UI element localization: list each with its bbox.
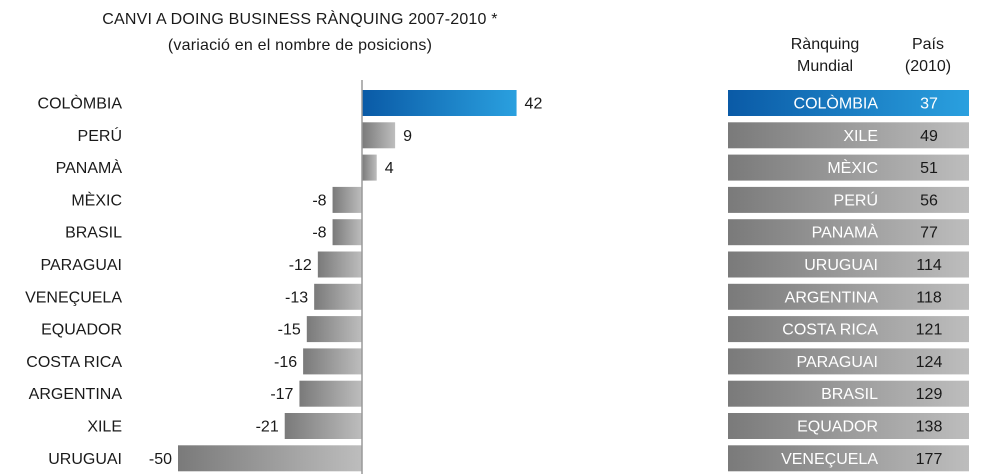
category-label: PERÚ	[78, 126, 122, 145]
table-rank-cell: 77	[920, 225, 938, 242]
data-label: 4	[385, 160, 394, 177]
table-rank-cell: 177	[916, 451, 943, 468]
table-country-cell: URUGUAI	[804, 257, 878, 274]
table-rank-cell: 49	[920, 128, 938, 145]
data-label: -50	[149, 451, 172, 468]
bar	[303, 348, 362, 375]
category-label: PARAGUAI	[41, 257, 123, 274]
table-header-country-line2: (2010)	[904, 58, 952, 75]
category-label: COLÒMBIA	[38, 94, 123, 113]
category-label: ARGENTINA	[29, 386, 123, 403]
table-row	[728, 219, 969, 246]
table-country-cell: EQUADOR	[797, 419, 878, 436]
bars-layer: COLÒMBIA 42 PERÚ 9 PANAMÀ 4 MÈXIC -8 BRASIL -8 PAR…	[25, 90, 543, 472]
table-rank-cell: 114	[916, 257, 942, 274]
table-rank-cell: 56	[920, 192, 938, 209]
table-row	[728, 283, 969, 310]
data-label: 42	[525, 96, 543, 113]
bar	[332, 186, 362, 213]
chart-title: CANVI A DOING BUSINESS RÀNQUING 2007-201…	[102, 11, 498, 28]
table-rank-cell: 138	[916, 419, 943, 436]
table-header-rank: Rànquing Mundial	[780, 34, 870, 78]
table-rank-cell: 37	[920, 96, 938, 113]
table-rank-cell: 51	[920, 160, 938, 177]
table-header-country: País (2010)	[888, 34, 968, 78]
table-header-rank-line1: Rànquing	[790, 36, 860, 53]
table-row	[728, 348, 969, 375]
category-label: COSTA RICA	[26, 354, 122, 371]
bar	[178, 445, 362, 472]
table-country-cell: PERÚ	[834, 190, 878, 209]
data-label: -8	[312, 225, 326, 242]
table-country-cell: ARGENTINA	[785, 289, 879, 306]
data-label: -16	[274, 354, 297, 371]
table-header-country-line1: País	[911, 36, 944, 53]
bar-highlight	[362, 90, 517, 116]
data-label: -12	[289, 257, 312, 274]
category-label: PANAMÀ	[56, 158, 123, 177]
table-country-cell: BRASIL	[821, 386, 878, 403]
chart-subtitle: (variació en el nombre de posicions)	[167, 37, 433, 54]
category-label: EQUADOR	[41, 322, 122, 339]
bar	[284, 413, 362, 439]
bar	[306, 316, 362, 343]
table-country-cell: COSTA RICA	[782, 322, 878, 339]
table-rank-cell: 118	[916, 289, 942, 306]
table-country-cell: XILE	[843, 128, 878, 145]
table-rank-cell: 129	[916, 386, 943, 403]
data-label: -21	[256, 419, 279, 436]
bar	[317, 251, 362, 278]
bar	[314, 283, 362, 310]
table-country-cell: PARAGUAI	[797, 354, 879, 371]
data-label: 9	[403, 128, 412, 145]
table-row	[728, 413, 969, 439]
table-row	[728, 186, 969, 213]
data-label: -17	[270, 386, 293, 403]
table-row	[728, 316, 969, 343]
data-label: -13	[285, 289, 308, 306]
table-rank-cell: 124	[916, 354, 943, 371]
table-rank-cell: 121	[916, 322, 943, 339]
table-row	[728, 445, 969, 472]
table-row-highlight	[728, 90, 969, 116]
table-country-cell: VENEÇUELA	[781, 451, 878, 468]
bar	[332, 219, 362, 246]
bar	[299, 380, 362, 407]
category-label: URUGUAI	[48, 451, 122, 468]
table-header-rank-line2: Mundial	[796, 58, 854, 75]
category-label: MÈXIC	[71, 190, 122, 209]
table-row	[728, 122, 969, 149]
table-row	[728, 154, 969, 181]
table-country-cell: MÈXIC	[827, 158, 878, 177]
table-row	[728, 380, 969, 407]
category-label: BRASIL	[65, 225, 122, 242]
category-label: VENEÇUELA	[25, 289, 122, 306]
category-label: XILE	[87, 419, 122, 436]
bar	[362, 122, 396, 149]
bar	[362, 154, 377, 181]
table-row	[728, 251, 969, 278]
data-label: -15	[278, 322, 301, 339]
table-country-cell: PANAMÀ	[812, 223, 879, 242]
table-country-cell: COLÒMBIA	[794, 94, 879, 113]
ranking-table: COLÒMBIA 37 XILE 49 MÈXIC 51 PERÚ 56 PANAMÀ 77 URU…	[728, 90, 969, 472]
data-label: -8	[312, 192, 326, 209]
